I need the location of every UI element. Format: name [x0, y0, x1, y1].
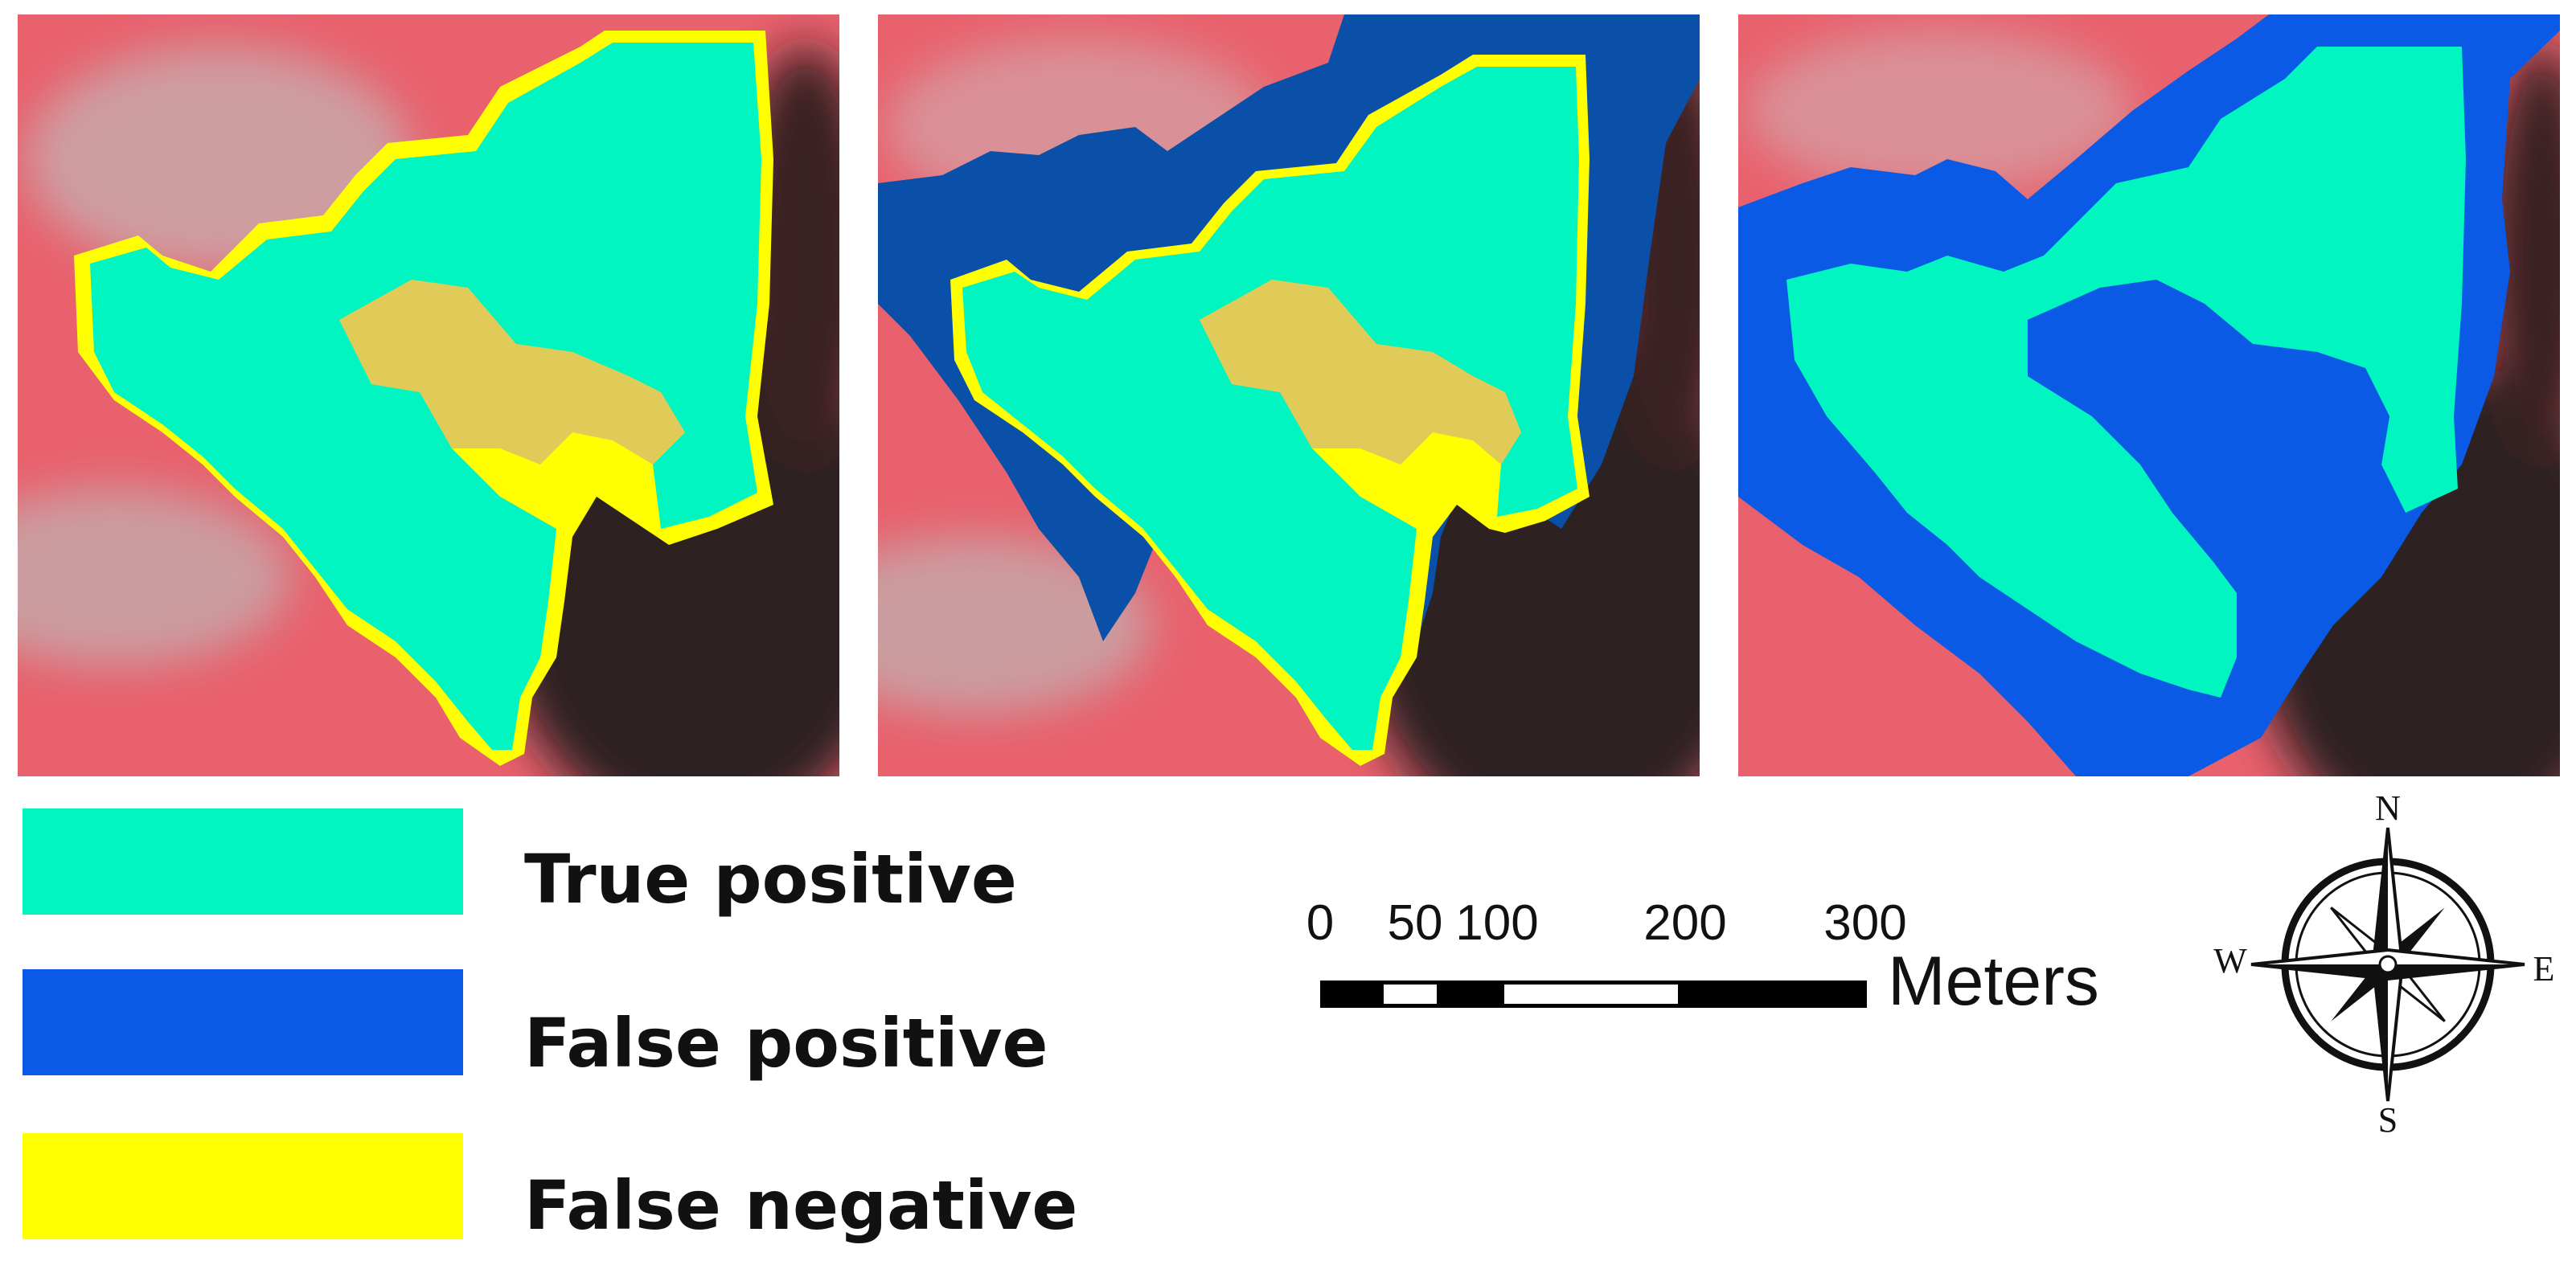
- scale-tick-200: 200: [1643, 895, 1727, 951]
- scale-tick-50: 50: [1387, 895, 1443, 951]
- scale-segment-5: [1680, 980, 1867, 1008]
- map-panel-2-image: [878, 14, 1700, 776]
- map-panel-2: [878, 14, 1700, 776]
- legend-swatch-true-positive: [23, 809, 463, 915]
- scale-tick-300: 300: [1823, 895, 1907, 951]
- compass-rose: N S E W: [2213, 791, 2557, 1138]
- true-positive-region: [962, 67, 1579, 750]
- scale-bar: 0 50 100 200 300 Meters: [1278, 899, 2163, 1027]
- scale-tick-0: 0: [1306, 895, 1335, 951]
- legend-label-false-negative: False negative: [524, 1166, 1078, 1245]
- scale-segment-2: [1380, 980, 1441, 1008]
- map-panel-1-image: [18, 14, 839, 776]
- legend-label-true-positive: True positive: [524, 840, 1017, 919]
- compass-letter-n: N: [2375, 788, 2401, 828]
- scale-segment-3: [1439, 980, 1502, 1008]
- legend-swatch-false-negative: [23, 1133, 463, 1239]
- compass-letter-e: E: [2533, 949, 2555, 989]
- scale-tick-100: 100: [1455, 895, 1539, 951]
- compass-rose-icon: [2250, 827, 2525, 1102]
- true-positive-region: [1786, 47, 2466, 698]
- compass-letter-s: S: [2377, 1100, 2398, 1140]
- map-panel-3: [1738, 14, 2560, 776]
- legend-swatch-false-positive: [23, 969, 463, 1075]
- compass-letter-w: W: [2213, 941, 2247, 980]
- map-panel-1: [18, 14, 839, 776]
- scale-units-label: Meters: [1888, 943, 2099, 1020]
- scale-segment-1: [1320, 980, 1381, 1008]
- legend-label-false-positive: False positive: [524, 1004, 1048, 1083]
- scale-segment-4: [1500, 980, 1682, 1008]
- map-panel-3-image: [1738, 14, 2560, 776]
- true-positive-region: [90, 43, 761, 750]
